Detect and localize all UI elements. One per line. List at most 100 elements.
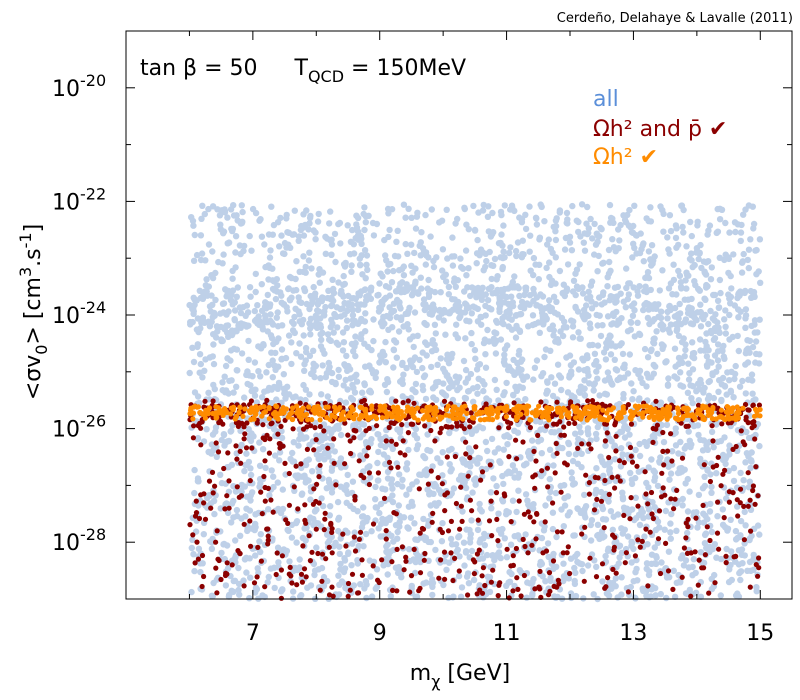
point-relic-pbar xyxy=(489,533,495,539)
point-all xyxy=(651,335,658,342)
point-all xyxy=(529,312,537,319)
point-all xyxy=(553,533,560,541)
point-relic-pbar xyxy=(448,518,454,525)
point-all xyxy=(513,312,520,319)
point-relic-pbar xyxy=(593,574,600,580)
point-all xyxy=(641,345,649,353)
point-all xyxy=(274,282,281,289)
point-relic-pbar xyxy=(601,525,607,531)
point-all xyxy=(724,527,731,534)
point-all xyxy=(310,283,317,291)
point-relic-pbar xyxy=(586,480,593,486)
point-relic-pbar xyxy=(479,469,486,475)
point-relic-pbar xyxy=(627,444,634,451)
point-all xyxy=(245,337,252,345)
point-all xyxy=(400,323,407,330)
point-all xyxy=(421,372,429,379)
point-all xyxy=(336,550,343,558)
point-all xyxy=(205,389,212,396)
point-all xyxy=(395,328,403,335)
point-all xyxy=(315,308,323,315)
point-relic-pbar xyxy=(458,503,464,509)
point-all xyxy=(569,323,577,330)
point-relic-pbar xyxy=(591,507,598,513)
point-all xyxy=(576,389,583,396)
point-relic-pbar xyxy=(321,527,327,533)
point-all xyxy=(511,467,519,474)
point-all xyxy=(697,455,704,463)
point-all xyxy=(525,501,532,508)
point-all xyxy=(593,563,600,571)
point-all xyxy=(477,536,484,543)
point-all xyxy=(702,530,710,537)
point-all xyxy=(186,369,193,377)
point-relic-pbar xyxy=(521,572,528,579)
point-relic-pbar xyxy=(506,595,512,601)
point-relic-pbar xyxy=(445,528,452,534)
point-all xyxy=(235,564,242,572)
point-relic-pbar xyxy=(731,554,737,560)
point-all xyxy=(681,353,688,360)
point-all xyxy=(426,310,433,317)
point-relic-pbar xyxy=(559,529,565,535)
point-all xyxy=(537,436,545,443)
point-relic-pbar xyxy=(564,462,570,468)
point-all xyxy=(737,308,744,315)
point-all xyxy=(224,565,232,572)
point-relic-pbar xyxy=(463,451,469,457)
point-relic-pbar xyxy=(645,501,651,507)
point-relic-pbar xyxy=(329,550,335,556)
point-relic-pbar xyxy=(288,573,294,579)
point-relic-pbar xyxy=(625,589,632,595)
point-all xyxy=(549,525,557,533)
point-all xyxy=(604,461,611,468)
point-relic-pbar xyxy=(403,554,409,560)
point-all xyxy=(300,253,307,260)
point-relic-pbar xyxy=(405,430,411,436)
point-all xyxy=(319,294,326,301)
point-all xyxy=(561,502,569,509)
point-relic-pbar xyxy=(755,573,761,579)
point-all xyxy=(471,346,479,354)
point-relic-pbar xyxy=(265,533,271,539)
point-all xyxy=(223,322,230,329)
point-all xyxy=(238,515,245,522)
point-all xyxy=(701,295,708,302)
point-all xyxy=(441,306,448,314)
point-relic-pbar xyxy=(206,478,213,484)
point-all xyxy=(331,310,338,318)
point-all xyxy=(501,285,508,293)
point-all xyxy=(278,292,285,299)
point-relic-pbar xyxy=(417,530,423,536)
point-all xyxy=(339,329,347,336)
point-all xyxy=(566,509,573,516)
point-all xyxy=(414,536,421,544)
point-relic-pbar xyxy=(191,423,197,429)
point-all xyxy=(740,250,747,258)
point-all xyxy=(749,390,756,397)
point-all xyxy=(313,506,320,513)
point-relic xyxy=(675,410,682,417)
point-all xyxy=(463,526,470,533)
point-all xyxy=(337,240,344,247)
point-all xyxy=(335,514,343,521)
point-all xyxy=(572,592,580,600)
point-all xyxy=(281,390,288,397)
point-all xyxy=(630,388,637,395)
point-relic-pbar xyxy=(351,435,357,441)
point-all xyxy=(685,376,693,383)
point-all xyxy=(372,483,379,491)
point-relic-pbar xyxy=(309,549,315,555)
point-all xyxy=(291,313,298,321)
point-all xyxy=(482,364,490,371)
point-all xyxy=(257,373,264,380)
point-all xyxy=(228,377,235,384)
point-all xyxy=(743,450,751,457)
point-relic xyxy=(290,405,296,411)
point-relic-pbar xyxy=(755,493,761,499)
point-all xyxy=(622,304,629,311)
point-relic-pbar xyxy=(692,549,698,555)
point-all xyxy=(648,456,655,463)
point-all xyxy=(594,232,602,240)
point-relic-pbar xyxy=(467,455,473,461)
